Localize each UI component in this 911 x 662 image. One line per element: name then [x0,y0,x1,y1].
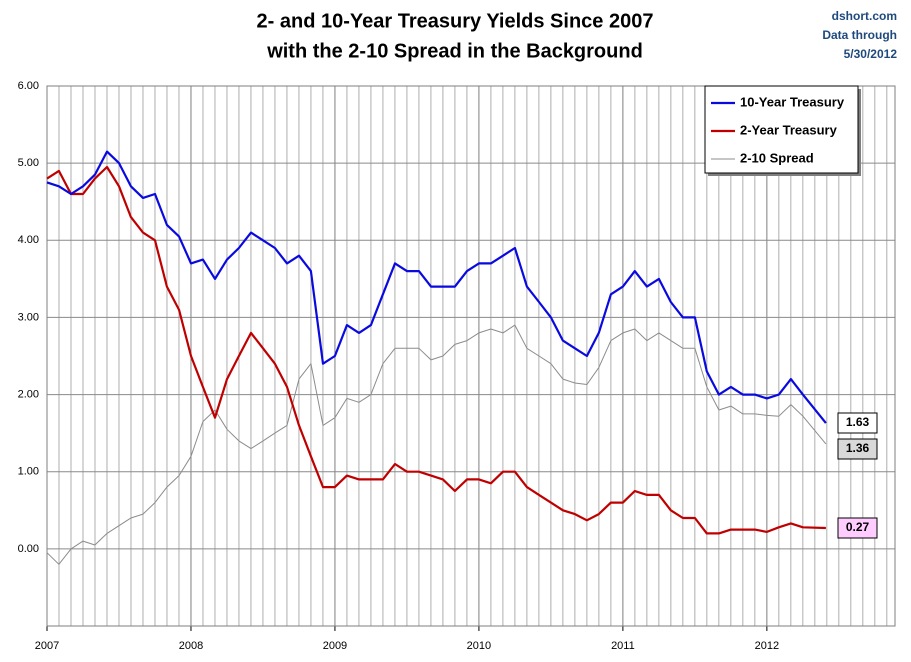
series-line [46,165,826,535]
plot-border [46,85,896,627]
legend-label: 2-Year Treasury [740,122,838,137]
y-tick-label: 4.00 [18,234,39,246]
y-tick-label: 3.00 [18,311,39,323]
series-line [46,150,827,424]
x-tick-label: 2010 [467,640,491,652]
source-note: dshort.com [832,9,897,23]
end-label: 1.36 [846,441,870,455]
y-tick-label: 2.00 [18,388,39,400]
chart-title: 2- and 10-Year Treasury Yields Since 200… [257,10,654,32]
end-label-box [837,412,878,434]
series-line [46,324,827,565]
y-tick-label: 1.00 [18,466,39,478]
y-tick-label: 5.00 [18,157,39,169]
x-tick-label: 2008 [179,640,203,652]
source-note: Data through [822,28,897,42]
end-label-box [837,517,878,539]
x-tick-label: 2007 [35,640,59,652]
source-note: 5/30/2012 [844,47,898,61]
x-tick-label: 2012 [755,640,779,652]
legend-label: 2-10 Spread [740,150,814,165]
y-tick-label: 6.00 [18,80,39,92]
x-tick-label: 2009 [323,640,347,652]
y-tick-label: 0.00 [18,543,39,555]
x-tick-label: 2011 [611,640,635,652]
legend-label: 10-Year Treasury [740,94,845,109]
end-label: 1.63 [846,415,870,429]
end-label: 0.27 [846,520,870,534]
end-label-box [837,438,878,460]
chart-title: with the 2-10 Spread in the Background [266,40,643,62]
